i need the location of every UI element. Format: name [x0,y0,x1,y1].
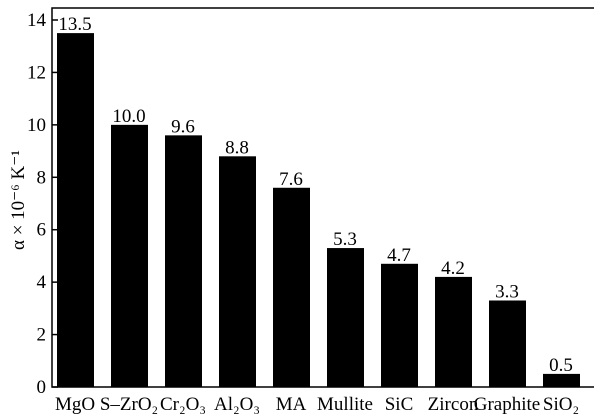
y-tick-label: 8 [37,167,47,188]
bar [435,276,472,387]
y-tick-label: 14 [27,10,47,31]
value-label: 8.8 [225,137,249,158]
y-tick-label: 6 [37,220,47,241]
value-label: 5.3 [333,229,357,250]
value-label: 10.0 [112,106,145,127]
y-axis-label: α × 10⁻⁶ K⁻¹ [8,150,29,250]
bar [327,248,364,387]
y-tick-label: 4 [37,272,47,293]
value-label: 9.6 [171,116,195,137]
value-label: 13.5 [58,14,91,35]
x-tick-label: SiO₂ [543,394,579,415]
x-tick-label: Zircon [428,394,479,415]
bar [489,300,526,387]
bar [543,373,580,387]
y-tick-label: 0 [37,377,47,398]
value-label: 4.7 [387,245,411,266]
value-label: 3.3 [495,281,519,302]
x-tick-label: MA [276,394,307,415]
x-tick-label: Mullite [317,394,373,415]
x-tick-label: Graphite [474,394,540,415]
x-tick-label: Cr₂O₃ [160,394,206,415]
y-tick-label: 2 [37,325,47,346]
x-tick-label: S–ZrO₂ [100,394,158,415]
bar [57,33,94,387]
y-tick-label: 10 [27,115,46,136]
bar [219,156,256,387]
x-tick-label: MgO [55,394,95,415]
value-label: 0.5 [549,355,573,376]
y-tick-label: 12 [27,62,46,83]
bar [165,135,202,387]
bar [273,187,310,387]
bar [381,263,418,387]
bar [111,124,148,387]
x-tick-label: SiC [385,394,414,415]
value-label: 4.2 [441,258,465,279]
x-tick-label: Al₂O₃ [214,394,260,415]
value-label: 7.6 [279,169,303,190]
